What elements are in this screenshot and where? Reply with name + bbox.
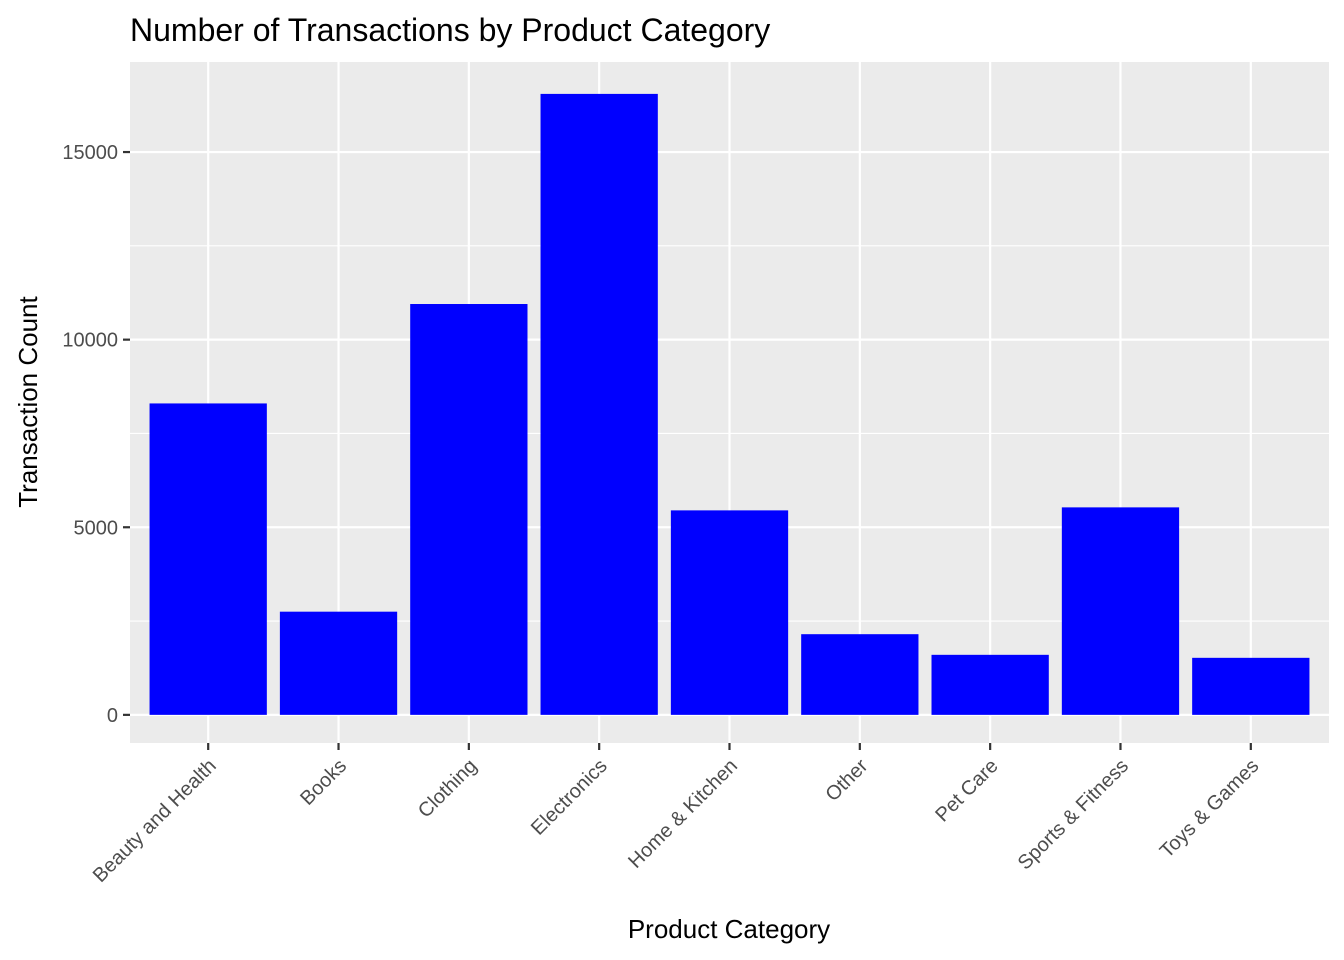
x-tick-label: Pet Care [931,755,1002,826]
y-tick-label: 10000 [62,330,118,352]
x-tick-label: Electronics [527,755,612,840]
bar [670,510,789,715]
x-tick-label: Home & Kitchen [624,755,742,873]
x-tick-label: Beauty and Health [89,755,221,887]
y-tick-label: 15000 [62,142,118,164]
chart-title: Number of Transactions by Product Catego… [130,12,770,48]
x-tick-label: Toys & Games [1156,755,1264,863]
bar [410,304,528,715]
bars [149,93,1310,715]
bar [540,93,658,715]
x-axis-title: Product Category [628,914,830,944]
x-tick-label: Other [821,755,872,806]
x-tick-label: Books [296,755,351,810]
bar [931,654,1049,715]
x-tick-label: Sports & Fitness [1014,755,1133,874]
y-tick-label: 5000 [74,517,119,539]
y-tick-label: 0 [107,705,118,727]
y-axis-title: Transaction Count [13,295,43,507]
bar [1061,507,1180,715]
bar [801,634,919,715]
bar [279,611,398,715]
x-axis: Beauty and Health Books Clothing Electronic… [89,743,1264,887]
bar [149,403,267,715]
x-tick-label: Clothing [414,755,481,822]
bar [1192,657,1310,715]
y-axis: 0 5000 10000 15000 [62,142,130,727]
